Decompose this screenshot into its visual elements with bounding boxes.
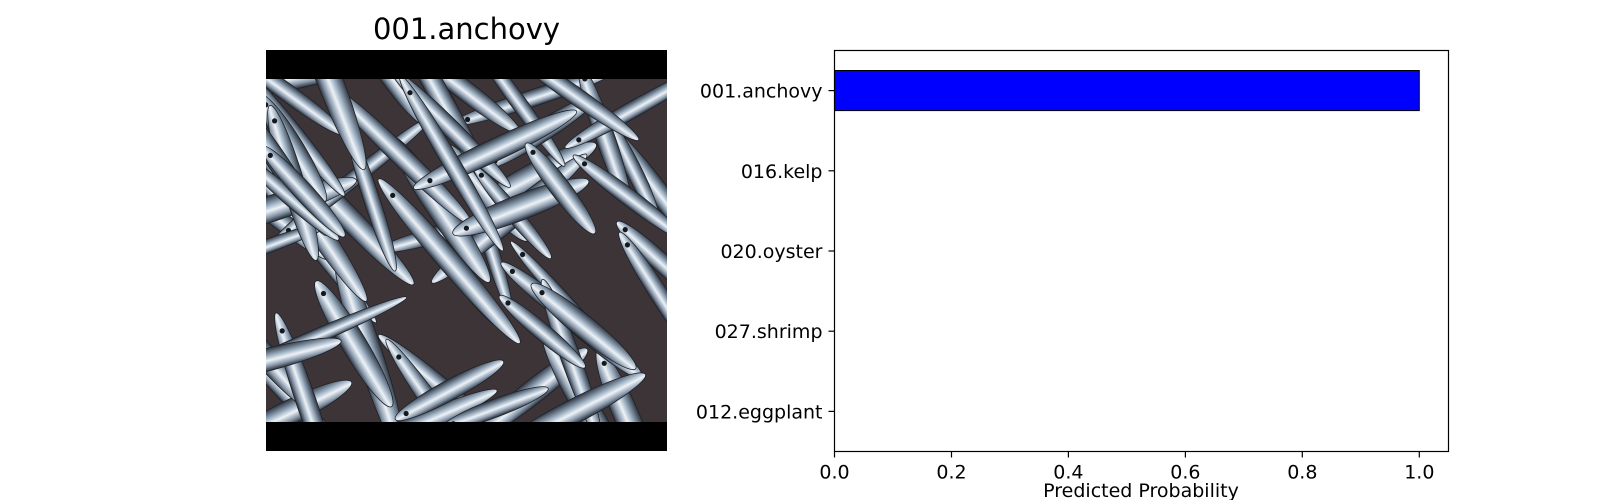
anchovy-photo — [266, 50, 667, 451]
x-tick-label: 0.8 — [1287, 462, 1317, 484]
x-tick-label: 1.0 — [1404, 462, 1434, 484]
x-tick-label: 0.2 — [936, 462, 966, 484]
x-axis-label: Predicted Probability — [1043, 480, 1239, 500]
y-tick-label: 001.anchovy — [700, 81, 823, 103]
y-tick-label: 020.oyster — [720, 241, 822, 263]
y-tick-label: 027.shrimp — [715, 321, 823, 343]
image-title: 001.anchovy — [372, 12, 561, 46]
x-tick-label: 0.6 — [1170, 462, 1200, 484]
x-tick-label: 0.0 — [819, 462, 849, 484]
y-tick-label: 016.kelp — [741, 161, 823, 183]
bar-001.anchovy — [834, 70, 1420, 112]
x-tick-label: 0.4 — [1053, 462, 1083, 484]
y-tick-label: 012.eggplant — [696, 401, 823, 423]
